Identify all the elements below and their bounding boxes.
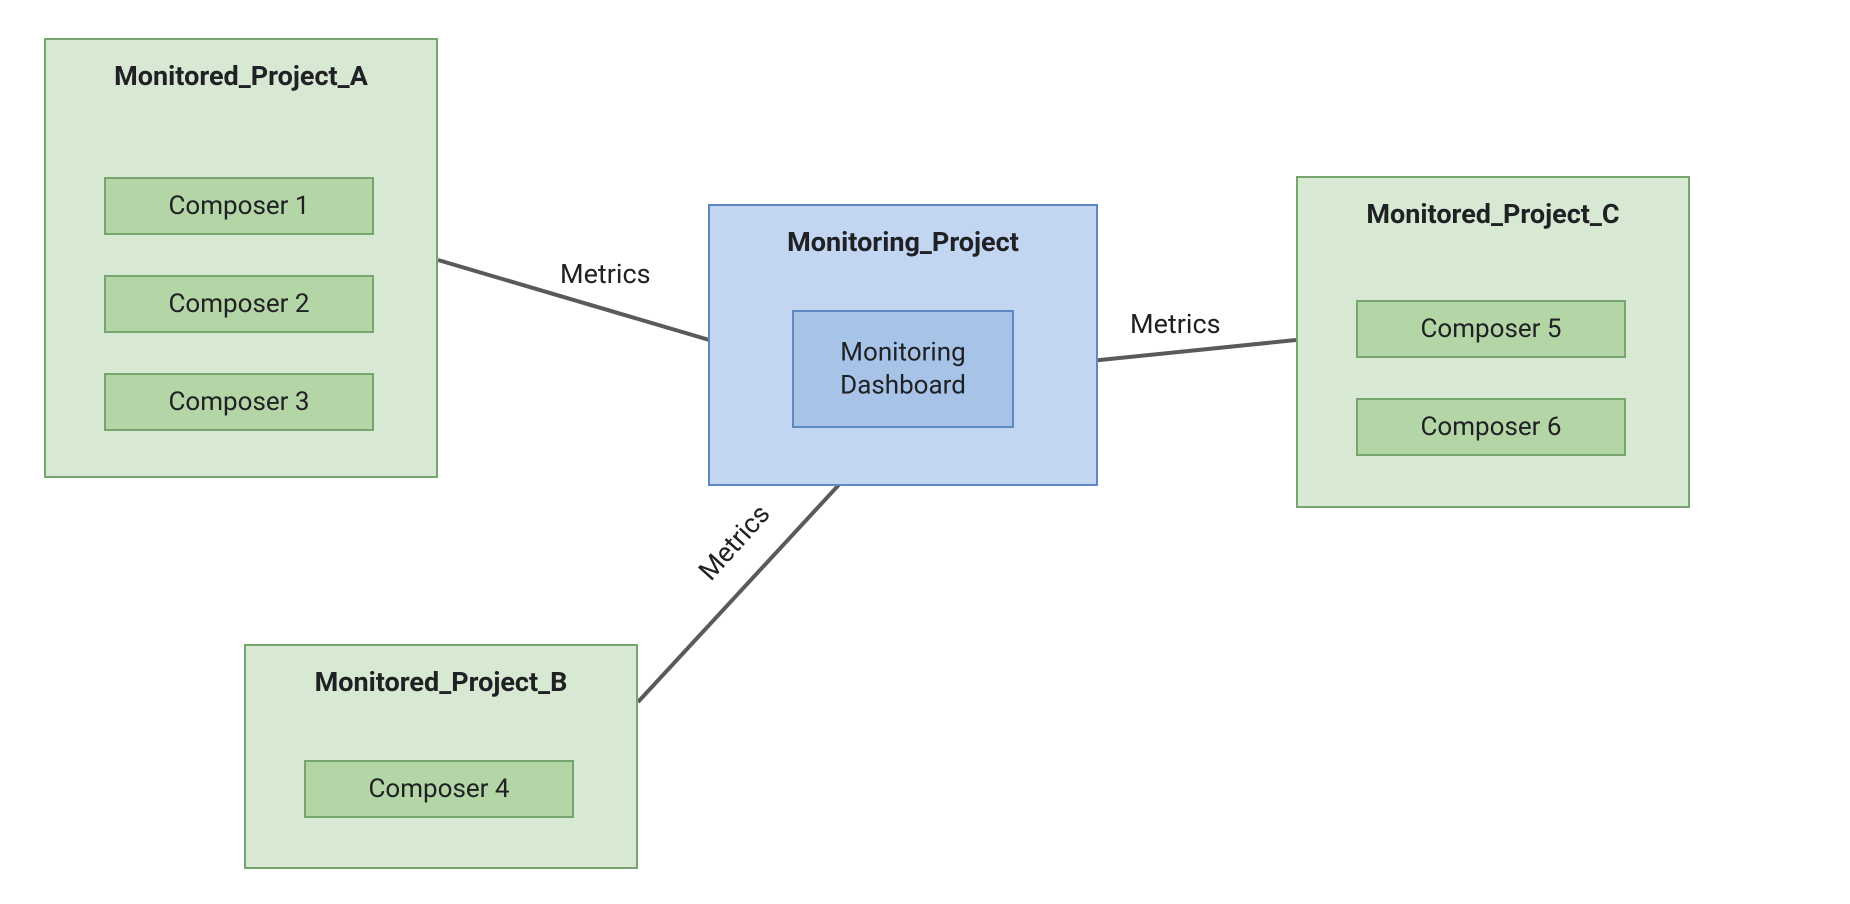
- c3-label: Composer 3: [106, 386, 372, 419]
- dash: Monitoring Dashboard: [792, 310, 1014, 428]
- c3: Composer 3: [104, 373, 374, 431]
- c6: Composer 6: [1356, 398, 1626, 456]
- c5: Composer 5: [1356, 300, 1626, 358]
- c5-label: Composer 5: [1358, 313, 1624, 346]
- proj_b-title: Monitored_Project_B: [246, 666, 636, 698]
- c2: Composer 2: [104, 275, 374, 333]
- c4: Composer 4: [304, 760, 574, 818]
- c1: Composer 1: [104, 177, 374, 235]
- c4-label: Composer 4: [306, 773, 572, 806]
- proj_a-title: Monitored_Project_A: [46, 60, 436, 92]
- edge-e_c-label: Metrics: [1130, 308, 1221, 340]
- c1-label: Composer 1: [106, 190, 372, 223]
- c6-label: Composer 6: [1358, 411, 1624, 444]
- proj_b: Monitored_Project_B: [244, 644, 638, 869]
- edge-e_b-label: Metrics: [692, 498, 776, 587]
- c2-label: Composer 2: [106, 288, 372, 321]
- dash-label: Monitoring Dashboard: [794, 337, 1012, 402]
- edge-e_a-label: Metrics: [560, 258, 651, 290]
- architecture-diagram: Monitored_Project_A Composer 1 Composer 2 C…: [0, 0, 1850, 904]
- proj_c-title: Monitored_Project_C: [1298, 198, 1688, 230]
- mon_proj-title: Monitoring_Project: [710, 226, 1096, 258]
